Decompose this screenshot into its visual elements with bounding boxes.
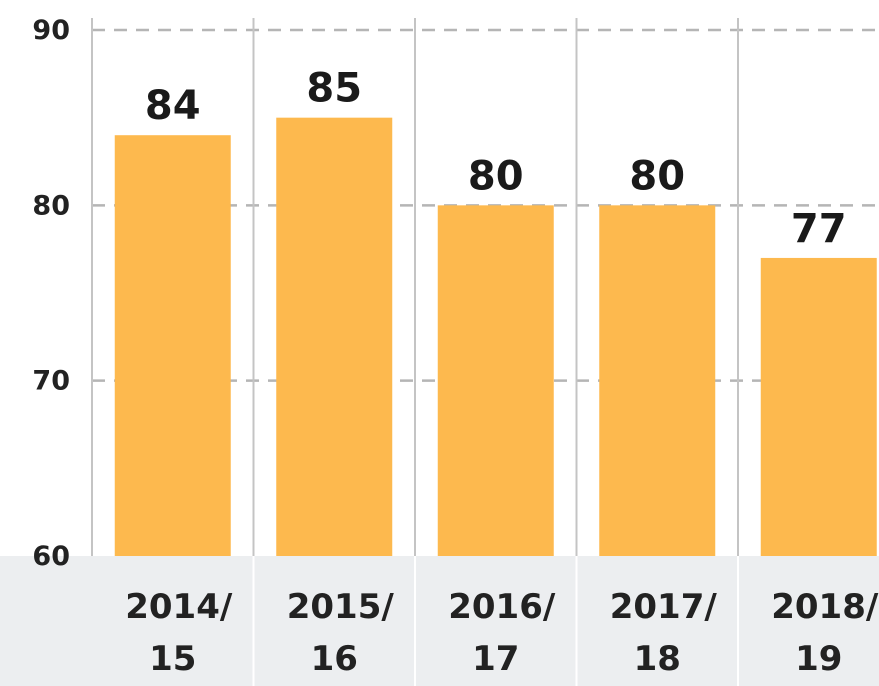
category-band — [0, 556, 879, 686]
x-tick-label: 19 — [795, 639, 842, 679]
y-tick-label: 70 — [32, 366, 70, 397]
value-label: 77 — [791, 206, 847, 252]
bar — [599, 205, 716, 557]
value-label: 84 — [145, 83, 201, 129]
column-separators — [91, 18, 739, 686]
x-tick-label: 2018/ — [771, 587, 879, 627]
x-tick-label: 15 — [149, 639, 196, 679]
x-tick-label: 2017/ — [610, 587, 718, 627]
x-tick-label: 2014/ — [125, 587, 233, 627]
y-tick-label: 90 — [32, 15, 70, 46]
bar — [114, 135, 231, 556]
value-label: 85 — [306, 66, 362, 112]
value-label: 80 — [629, 153, 685, 199]
x-tick-label: 2016/ — [448, 587, 556, 627]
value-labels: 84 85 80 80 77 — [145, 66, 847, 252]
x-tick-label: 16 — [311, 639, 358, 679]
bar — [760, 257, 877, 556]
x-tick-label: 2015/ — [287, 587, 395, 627]
value-label: 80 — [468, 153, 524, 199]
bar — [437, 205, 554, 557]
bar — [276, 117, 393, 557]
y-axis-tick-labels: 60 70 80 90 — [32, 15, 70, 572]
x-tick-label: 18 — [634, 639, 681, 679]
x-axis-category-labels: 2014/15 2015/16 2016/17 2017/18 2018/19 — [125, 587, 879, 679]
x-tick-label: 17 — [472, 639, 519, 679]
y-tick-label: 80 — [32, 190, 70, 221]
bars — [114, 117, 877, 557]
y-tick-label: 60 — [32, 541, 70, 572]
